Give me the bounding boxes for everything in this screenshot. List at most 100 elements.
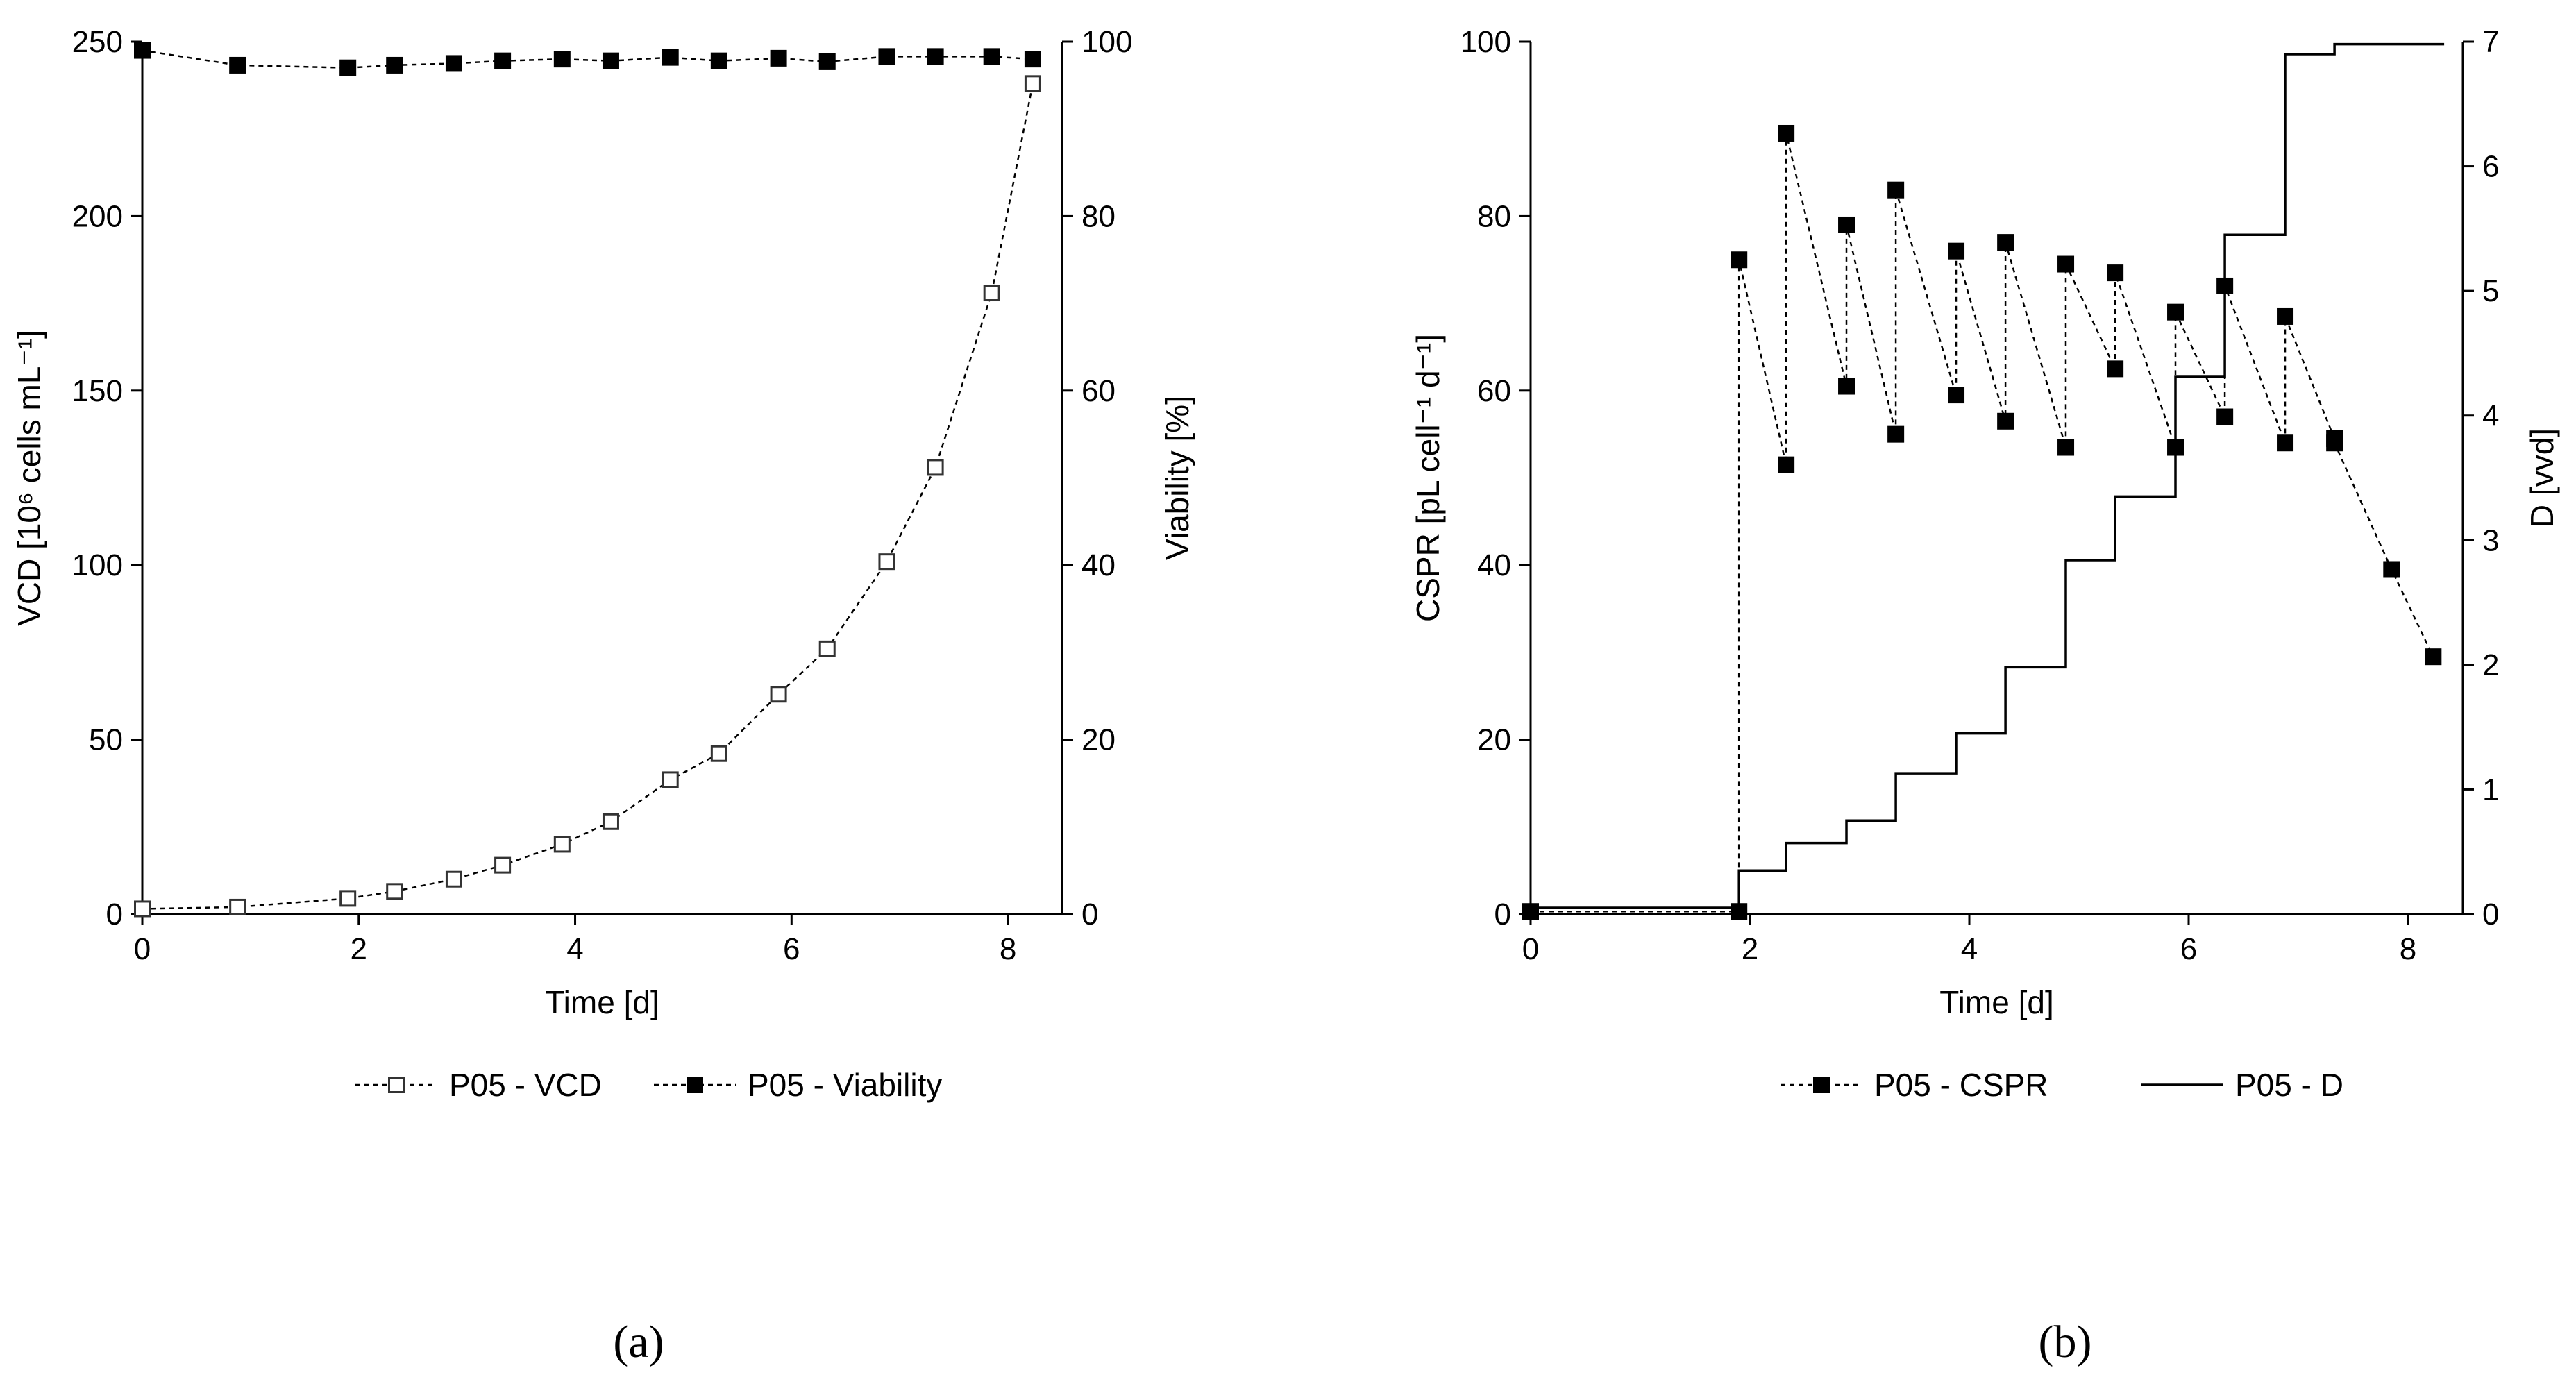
x-tick-label: 8	[2400, 932, 2416, 966]
legend-label: P05 - D	[2235, 1067, 2343, 1103]
series-line-0	[142, 83, 1034, 910]
data-point	[983, 48, 1000, 65]
y-left-tick-label: 200	[72, 199, 123, 233]
legend: P05 - CSPR P05 - D	[1781, 1067, 2343, 1103]
data-point	[2167, 303, 2184, 321]
data-point	[818, 640, 836, 657]
data-point	[602, 52, 619, 69]
data-point	[134, 42, 151, 59]
data-point	[2057, 255, 2075, 273]
data-point	[229, 898, 246, 915]
y-left-tick-label: 0	[1495, 897, 1511, 931]
y-left-tick-label: 0	[106, 897, 123, 931]
y-right-tick-label: 1	[2482, 773, 2499, 807]
x-tick-label: 2	[1742, 932, 1758, 966]
y-right-tick-label: 20	[1081, 723, 1116, 757]
data-point	[1997, 234, 2014, 251]
y-left-tick-label: 100	[1460, 25, 1511, 59]
x-tick-label: 4	[1961, 932, 1978, 966]
data-point	[1731, 251, 1748, 269]
data-point	[878, 553, 895, 571]
y-left-tick-label: 60	[1477, 374, 1511, 408]
data-point	[770, 49, 787, 67]
data-point	[553, 51, 571, 68]
data-point	[1948, 242, 1965, 260]
x-tick-label: 0	[1522, 932, 1539, 966]
data-point	[386, 56, 403, 74]
data-point	[386, 883, 403, 900]
x-axis-label: Time [d]	[545, 984, 659, 1020]
x-tick-label: 6	[2180, 932, 2197, 966]
data-point	[1522, 903, 1539, 920]
x-tick-label: 4	[566, 932, 583, 966]
data-point	[710, 52, 727, 69]
data-point	[770, 686, 787, 703]
data-point	[662, 771, 679, 788]
data-point	[2277, 434, 2294, 452]
y-left-tick-label: 50	[89, 723, 123, 757]
data-point	[339, 890, 357, 907]
data-point	[1778, 456, 1795, 473]
data-point	[983, 285, 1000, 302]
x-tick-label: 2	[351, 932, 367, 966]
data-point	[134, 900, 151, 918]
data-point	[2326, 434, 2343, 452]
data-point	[2107, 264, 2124, 282]
x-tick-label: 8	[1000, 932, 1016, 966]
legend: P05 - VCD P05 - Viability	[355, 1067, 942, 1103]
data-point	[553, 836, 571, 853]
legend-marker	[687, 1077, 703, 1093]
data-point	[494, 52, 512, 69]
data-point	[927, 459, 944, 476]
panel-label: (b)	[2039, 1317, 2092, 1367]
data-point	[445, 55, 462, 72]
data-point	[1838, 378, 1855, 395]
data-point	[1997, 412, 2014, 430]
data-point	[1887, 425, 1905, 443]
y-right-tick-label: 0	[2482, 897, 2499, 931]
data-point	[2057, 439, 2075, 456]
data-point	[2383, 561, 2400, 578]
y-right-tick-label: 0	[1081, 897, 1098, 931]
y-left-tick-label: 20	[1477, 723, 1511, 757]
data-point	[494, 856, 512, 874]
x-tick-label: 6	[783, 932, 800, 966]
y-axis-right-label: D [vvd]	[2524, 428, 2560, 528]
data-point	[818, 53, 836, 70]
y-right-tick-label: 7	[2482, 25, 2499, 59]
data-point	[2277, 307, 2294, 325]
data-point	[1887, 181, 1905, 199]
data-point	[1838, 216, 1855, 233]
series-line-1	[1531, 42, 2445, 909]
y-right-tick-label: 80	[1081, 199, 1116, 233]
y-left-tick-label: 250	[72, 25, 123, 59]
data-point	[1024, 51, 1041, 68]
data-point	[602, 813, 619, 830]
data-point	[445, 870, 462, 888]
x-tick-label: 0	[134, 932, 151, 966]
legend-marker	[388, 1077, 405, 1093]
y-left-tick-label: 150	[72, 374, 123, 408]
data-point	[1948, 387, 1965, 404]
data-point	[927, 48, 944, 65]
data-point	[2216, 408, 2234, 425]
series-line-1	[142, 49, 1033, 69]
y-right-tick-label: 40	[1081, 548, 1116, 582]
panel-label: (a)	[613, 1317, 664, 1367]
y-right-tick-label: 2	[2482, 648, 2499, 682]
y-left-tick-label: 80	[1477, 199, 1511, 233]
y-axis-right-label: Viability [%]	[1159, 396, 1195, 560]
y-right-tick-label: 100	[1081, 25, 1132, 59]
data-point	[229, 56, 246, 74]
data-point	[2425, 648, 2442, 666]
y-right-tick-label: 3	[2482, 523, 2499, 557]
data-point	[1024, 75, 1041, 92]
data-point	[2107, 360, 2124, 378]
data-point	[710, 745, 727, 762]
series-line-0	[1531, 133, 2434, 913]
y-left-tick-label: 100	[72, 548, 123, 582]
y-left-tick-label: 40	[1477, 548, 1511, 582]
